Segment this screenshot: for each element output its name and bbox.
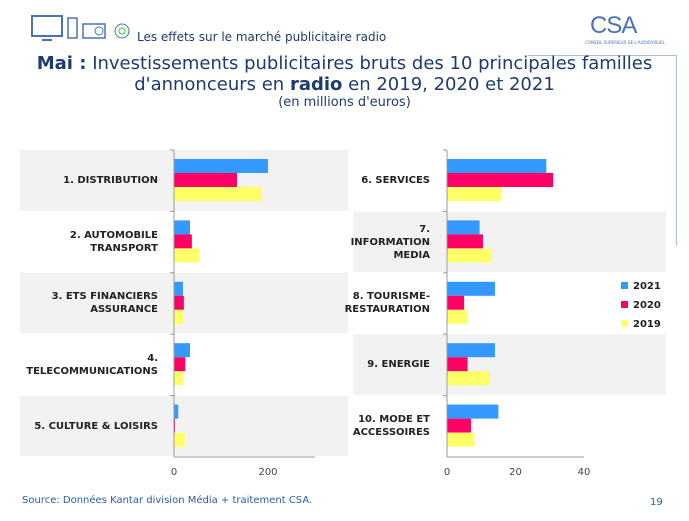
decor-frame bbox=[528, 55, 677, 246]
x-tick-label: 20 bbox=[509, 467, 522, 478]
bar-2021 bbox=[174, 404, 179, 419]
category-label: 2. AUTOMOBILE TRANSPORT bbox=[69, 230, 158, 255]
csa-logo-subtitle: CONSEIL SUPÉRIEUR DE L'AUDIOVISUEL bbox=[585, 40, 665, 45]
bar-2019 bbox=[447, 432, 475, 447]
bar-2021 bbox=[447, 220, 480, 235]
bar-2019 bbox=[447, 309, 468, 324]
legend-2020: 2020 bbox=[621, 300, 661, 311]
bar-2019 bbox=[174, 309, 183, 324]
media-icons bbox=[31, 15, 130, 41]
bar-2021 bbox=[447, 281, 495, 296]
bar-2021 bbox=[447, 343, 495, 358]
chart-subtitle: (en millions d'euros) bbox=[278, 95, 411, 110]
bar-2020 bbox=[447, 234, 483, 249]
legend-2021: 2021 bbox=[621, 281, 661, 292]
category-label: 5. CULTURE & LOISIRS bbox=[34, 420, 158, 432]
csa-logo: CSA bbox=[590, 12, 637, 39]
title-text: Investissements publicitaires bruts des … bbox=[92, 53, 653, 95]
category-label: 6. SERVICES bbox=[361, 175, 430, 187]
category-label: 7. INFORMATION MEDIA bbox=[350, 223, 431, 261]
page-number: 19 bbox=[650, 497, 663, 508]
row-band bbox=[353, 334, 666, 395]
bar-2020 bbox=[174, 234, 192, 249]
bar-2021 bbox=[447, 404, 499, 419]
bar-2021 bbox=[174, 220, 190, 235]
category-label: 10. MODE ET ACCESSOIRES bbox=[352, 414, 431, 439]
legend-2019: 2019 bbox=[621, 319, 661, 330]
category-label: 3. ETS FINANCIERS ASSURANCE bbox=[51, 291, 158, 316]
bar-2019 bbox=[174, 248, 199, 263]
x-tick-label: 0 bbox=[171, 467, 177, 478]
bar-2021 bbox=[174, 281, 183, 296]
source-note: Source: Données Kantar division Média + … bbox=[22, 495, 313, 506]
bar-2020 bbox=[174, 357, 186, 372]
x-tick-label: 200 bbox=[258, 467, 277, 478]
bar-2020 bbox=[174, 295, 184, 310]
title-suffix: en 2019, 2020 et 2021 bbox=[348, 74, 555, 95]
row-band bbox=[353, 211, 666, 272]
bar-2019 bbox=[174, 432, 185, 447]
bar-2020 bbox=[447, 418, 471, 433]
x-tick-label: 0 bbox=[444, 467, 450, 478]
bar-2019 bbox=[447, 187, 502, 201]
section-header: Les effets sur le marché publicitaire ra… bbox=[137, 30, 387, 44]
bar-2019 bbox=[174, 187, 261, 201]
bar-2019 bbox=[447, 248, 492, 263]
category-label: 1. DISTRIBUTION bbox=[63, 175, 158, 187]
bar-2021 bbox=[447, 159, 547, 173]
bar-2020 bbox=[447, 295, 465, 310]
category-label: 9. ENERGIE bbox=[367, 359, 430, 371]
bar-2019 bbox=[174, 371, 183, 386]
category-label: 8. TOURISME-RESTAURATION bbox=[344, 291, 430, 316]
bar-2021 bbox=[174, 343, 190, 358]
x-tick-label: 40 bbox=[578, 467, 591, 478]
bar-2020 bbox=[447, 357, 468, 372]
bar-2020 bbox=[447, 173, 554, 187]
bar-2020 bbox=[174, 173, 237, 187]
category-label: 4. TELECOMMUNICATIONS bbox=[26, 352, 158, 377]
chart-title: Mai : Investissements publicitaires brut… bbox=[0, 53, 689, 95]
bar-2021 bbox=[174, 159, 268, 173]
row-band bbox=[20, 272, 348, 334]
title-bold: radio bbox=[289, 74, 343, 95]
title-prefix: Mai : bbox=[36, 53, 87, 74]
bar-2019 bbox=[447, 371, 490, 386]
